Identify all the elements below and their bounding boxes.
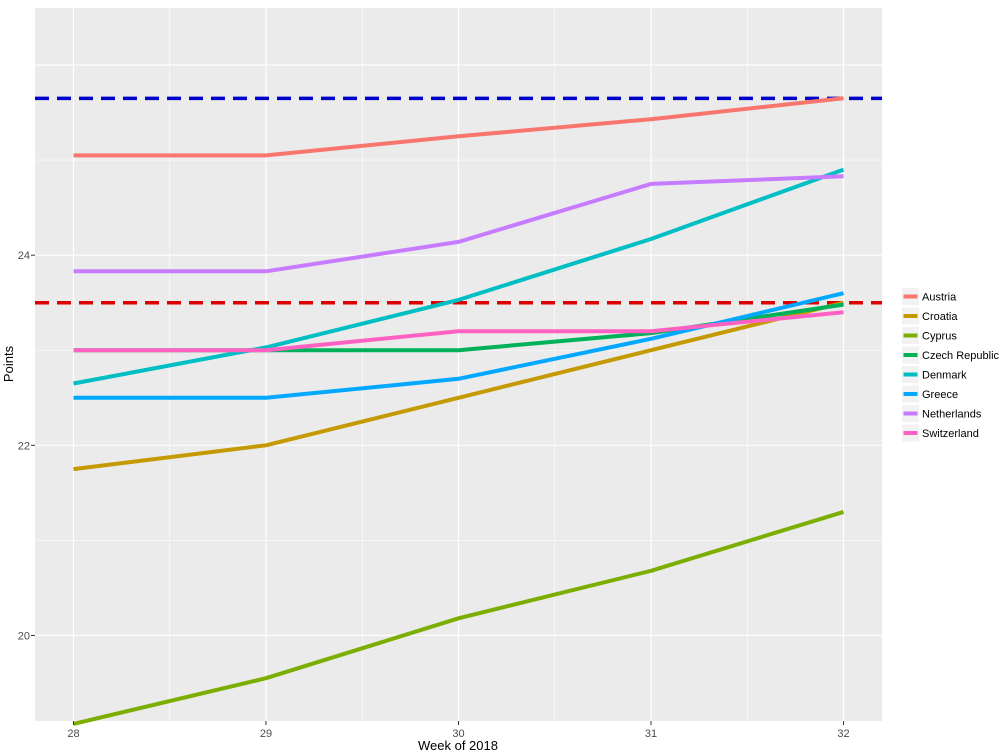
legend-label: Austria bbox=[922, 292, 957, 304]
legend-label: Cyprus bbox=[922, 331, 957, 343]
legend-label: Denmark bbox=[922, 370, 967, 382]
x-tick-label: 30 bbox=[452, 728, 464, 740]
legend-label: Switzerland bbox=[922, 428, 979, 440]
series-line-austria bbox=[73, 96, 844, 158]
y-tick-label: 20 bbox=[18, 630, 30, 642]
x-tick-label: 31 bbox=[645, 728, 657, 740]
legend-label: Czech Republic bbox=[922, 350, 1000, 362]
y-tick-label: 24 bbox=[18, 250, 30, 262]
legend: Austria Croatia Cyprus Czech Republic Denmar… bbox=[902, 288, 1000, 442]
series-line-netherlands bbox=[73, 174, 844, 274]
series-line-croatia bbox=[73, 300, 844, 472]
series-line-denmark bbox=[73, 167, 845, 386]
reference-lines bbox=[35, 96, 882, 305]
x-tick-label: 32 bbox=[837, 728, 849, 740]
x-tick-label: 29 bbox=[260, 728, 272, 740]
series-lines bbox=[73, 96, 845, 726]
legend-label: Croatia bbox=[922, 311, 958, 323]
legend-label: Greece bbox=[922, 389, 958, 401]
y-axis-title: Points bbox=[1, 345, 16, 382]
series-line-cyprus bbox=[73, 509, 845, 726]
x-tick-label: 28 bbox=[67, 728, 79, 740]
x-axis-title: Week of 2018 bbox=[418, 738, 498, 753]
x-axis-ticks: 28 29 30 31 32 bbox=[67, 721, 850, 740]
series-line-switzerland bbox=[73, 310, 844, 353]
grid-lines bbox=[35, 8, 882, 721]
y-axis-ticks: 20 22 24 bbox=[18, 250, 35, 642]
legend-label: Netherlands bbox=[922, 409, 982, 421]
y-tick-label: 22 bbox=[18, 440, 30, 452]
